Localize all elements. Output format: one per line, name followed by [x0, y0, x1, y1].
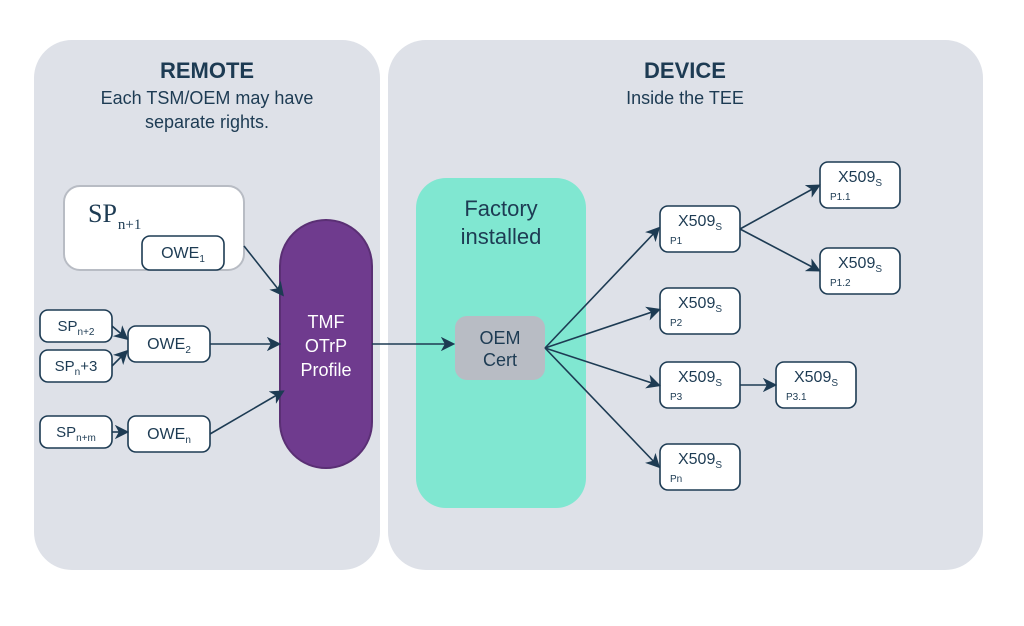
owen-node: OWEn	[128, 416, 210, 452]
spn3-main: SP	[55, 358, 75, 375]
diagram-root: { "canvas": { "width": 1024, "height": 6…	[0, 0, 1024, 626]
sp-n-plus-3-node: SPn+3	[40, 350, 112, 382]
svg-text:P1.2: P1.2	[830, 278, 851, 289]
oem-cert-node: OEM Cert	[455, 316, 545, 380]
panel-device-title: DEVICE	[644, 58, 726, 83]
owe1-sub: 1	[199, 254, 205, 265]
oem-line-1: OEM	[479, 328, 520, 348]
factory-label-1: Factory	[464, 196, 537, 221]
x509-p11-node: X509SP1.1	[820, 162, 900, 208]
factory-label-2: installed	[461, 224, 542, 249]
panel-remote-subtitle-1: Each TSM/OEM may have	[101, 88, 314, 108]
panel-remote-subtitle-2: separate rights.	[145, 112, 269, 132]
svg-text:P3.1: P3.1	[786, 392, 807, 403]
panel-remote-title: REMOTE	[160, 58, 254, 83]
spn3-plus: +3	[80, 358, 97, 375]
owen-main: OWE	[147, 426, 185, 443]
tmf-otrp-profile-node: TMF OTrP Profile	[280, 220, 372, 468]
x509-pn-node: X509SPn	[660, 444, 740, 490]
sp-n-plus-1-node: SPn+1 OWE1	[64, 186, 244, 270]
tmf-line-3: Profile	[300, 360, 351, 380]
spnm-sub: n+m	[76, 433, 96, 444]
x509-p1-node: X509SP1	[660, 206, 740, 252]
owe1-main: OWE	[161, 245, 199, 262]
owe2-node: OWE2	[128, 326, 210, 362]
svg-text:P1: P1	[670, 236, 683, 247]
sp-big-sub: n+1	[118, 217, 141, 233]
owe2-sub: 2	[185, 345, 191, 356]
x509-p2-node: X509SP2	[660, 288, 740, 334]
panel-device-subtitle: Inside the TEE	[626, 88, 744, 108]
svg-text:P2: P2	[670, 318, 683, 329]
svg-text:P1.1: P1.1	[830, 192, 851, 203]
owen-sub: n	[185, 435, 191, 446]
sp-n-plus-m-node: SPn+m	[40, 416, 112, 448]
spn2-sub: n+2	[78, 327, 95, 338]
sp-big-main: SP	[88, 199, 117, 228]
spnm-main: SP	[56, 424, 76, 441]
spn2-main: SP	[58, 318, 78, 335]
tmf-line-1: TMF	[308, 312, 345, 332]
owe2-main: OWE	[147, 336, 185, 353]
x509-p3-node: X509SP3	[660, 362, 740, 408]
diagram-svg: REMOTE Each TSM/OEM may have separate ri…	[0, 0, 1024, 626]
x509-p12-node: X509SP1.2	[820, 248, 900, 294]
tmf-line-2: OTrP	[305, 336, 347, 356]
sp-n-plus-2-node: SPn+2	[40, 310, 112, 342]
svg-text:P3: P3	[670, 392, 683, 403]
svg-text:Pn: Pn	[670, 474, 682, 485]
oem-line-2: Cert	[483, 350, 517, 370]
x509-p31-node: X509SP3.1	[776, 362, 856, 408]
